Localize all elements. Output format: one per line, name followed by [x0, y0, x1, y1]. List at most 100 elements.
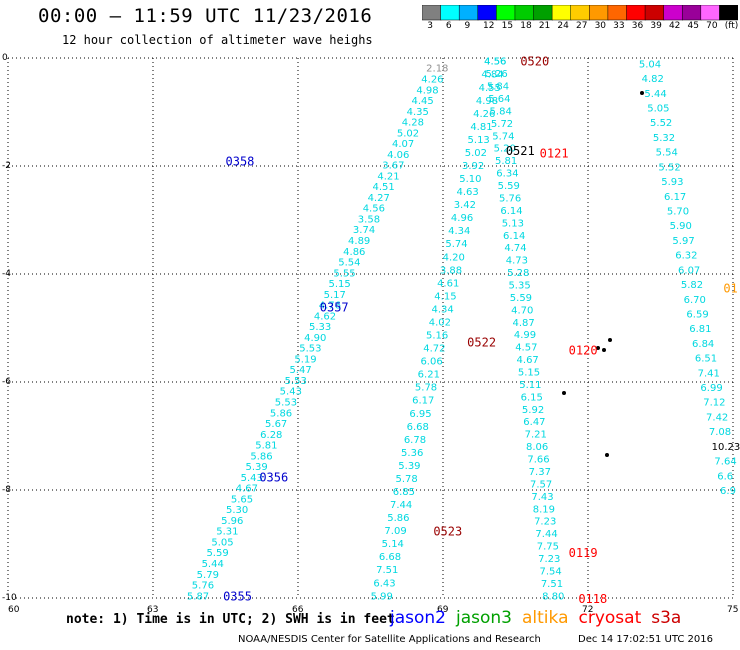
colorbar-swatch: [589, 5, 609, 21]
swh-value-label: 6.81: [689, 324, 711, 335]
swh-value-label: 7.12: [703, 398, 725, 409]
swh-value-label: 4.27: [368, 193, 390, 204]
colorbar-tick-label: 70: [706, 21, 718, 31]
swh-value-label: 5.28: [507, 268, 529, 279]
swh-value-label: 5.64: [488, 94, 510, 105]
swh-value-label: 4.20: [443, 252, 465, 263]
swh-value-label: 3.74: [353, 225, 375, 236]
pass-time-label: 0358: [226, 155, 255, 169]
swh-value-label: 5.43: [241, 473, 263, 484]
colorbar-tick-label: 45: [687, 21, 699, 31]
pass-time-label: 0520: [520, 55, 549, 69]
colorbar-swatch: [514, 5, 535, 21]
swh-value-label: 10.23: [712, 442, 740, 453]
swh-value-label: 4.72: [423, 344, 445, 355]
colorbar-swatch: [700, 5, 721, 21]
colorbar-swatch: [496, 5, 516, 21]
swh-value-label: 7.42: [706, 412, 728, 423]
swh-value-label: 6.95: [409, 409, 431, 420]
colorbar-tick-label: 24: [557, 21, 569, 31]
swh-value-label: 4.89: [348, 236, 370, 247]
swh-value-label: 5.72: [491, 119, 513, 130]
swh-value-label: 5.54: [338, 258, 360, 269]
swh-value-label: 4.28: [402, 118, 424, 129]
swh-value-label: 4.45: [412, 96, 434, 107]
swh-value-label: 4.56: [484, 57, 506, 68]
swh-value-label: 5.19: [294, 354, 316, 365]
swh-value-label: 5.53: [275, 397, 297, 408]
colorbar-tick-label: 36: [631, 21, 644, 31]
pass-time-label: 0355: [223, 589, 252, 603]
colorbar-swatch: [607, 5, 628, 21]
x-tick-label: 63: [147, 605, 158, 615]
swh-value-label: 5.05: [647, 104, 669, 115]
swh-value-label: 6.43: [373, 578, 395, 589]
pass-time-label: 01: [723, 282, 737, 296]
y-tick-label: 0: [2, 53, 8, 63]
swh-value-label: 6.51: [695, 354, 717, 365]
swh-value-label: 4.99: [514, 330, 536, 341]
swh-value-label: 4.98: [416, 85, 438, 96]
colorbar-swatch: [626, 5, 646, 21]
swh-value-label: 5.43: [280, 387, 302, 398]
island-marker: [562, 391, 566, 395]
swh-value-label: 5.59: [206, 548, 228, 559]
swh-value-label: 4.61: [437, 278, 459, 289]
swh-value-label: 4.26: [421, 74, 443, 85]
swh-value-label: 5.30: [226, 505, 248, 516]
island-marker: [596, 346, 600, 350]
swh-value-label: 7.51: [541, 579, 563, 590]
swh-value-label: 6.32: [675, 251, 697, 262]
swh-value-label: 6.15: [521, 392, 543, 403]
swh-value-label: 7.57: [530, 479, 552, 490]
island-marker: [608, 338, 612, 342]
swh-value-label: 5.54: [656, 148, 678, 159]
swh-value-label: 5.81: [255, 441, 277, 452]
swh-value-label: 7.44: [535, 529, 557, 540]
swh-value-label: 5.74: [492, 131, 514, 142]
pass-time-label: 0121: [540, 147, 569, 161]
colorbar-tick-label: 21: [538, 21, 551, 31]
swh-value-label: 5.84: [487, 82, 509, 93]
pass-time-label: 0523: [433, 525, 462, 539]
swh-value-label: 6.21: [418, 370, 440, 381]
page-title: 00:00 – 11:59 UTC 11/23/2016: [38, 5, 373, 27]
swh-value-label: 4.84: [481, 70, 503, 81]
swh-value-label: 5.39: [246, 462, 268, 473]
swh-value-label: 7.23: [538, 554, 560, 565]
colorbar-tick-label: 9: [464, 21, 471, 31]
swh-value-label: 6.34: [496, 169, 518, 180]
swh-value-label: 4.34: [448, 226, 470, 237]
swh-value-label: 4.51: [372, 182, 394, 193]
y-tick-label: -2: [2, 161, 11, 171]
swh-value-label: 5.53: [299, 344, 321, 355]
colorbar-tick-label: 6: [445, 21, 452, 31]
swh-value-label: 5.78: [396, 474, 418, 485]
swh-value-label: 6.17: [664, 192, 686, 203]
legend-altika: altika: [522, 608, 569, 628]
swh-value-label: 6.68: [379, 552, 401, 563]
swh-value-label: 7.37: [529, 467, 551, 478]
satellite-legend: jason2 jason3 altika cryosat s3a: [390, 608, 691, 628]
colorbar-swatch: [422, 5, 442, 21]
x-tick-label: 69: [437, 605, 449, 615]
swh-value-label: 7.08: [709, 427, 731, 438]
swh-value-label: 7.44: [390, 500, 412, 511]
colorbar-swatch: [719, 5, 738, 21]
swh-value-label: 5.55: [333, 268, 355, 279]
swh-value-label: 3.92: [462, 161, 484, 172]
swh-value-label: 4.90: [304, 333, 326, 344]
swh-value-label: 6.59: [686, 309, 708, 320]
swh-value-label: 5.02: [465, 148, 487, 159]
colorbar-tick-label: 30: [594, 21, 607, 31]
swh-value-label: 5.67: [265, 419, 287, 430]
swh-value-label: 8.06: [526, 442, 548, 453]
swh-value-label: 6.28: [260, 430, 282, 441]
swh-value-label: 4.98: [476, 96, 498, 107]
swh-value-label: 5.92: [522, 405, 544, 416]
swh-value-label: 3.88: [440, 265, 462, 276]
colorbar-swatch: [570, 5, 591, 21]
swh-value-label: 6.14: [503, 231, 525, 242]
swh-value-label: 4.56: [484, 57, 506, 68]
y-tick-label: -8: [2, 485, 11, 495]
